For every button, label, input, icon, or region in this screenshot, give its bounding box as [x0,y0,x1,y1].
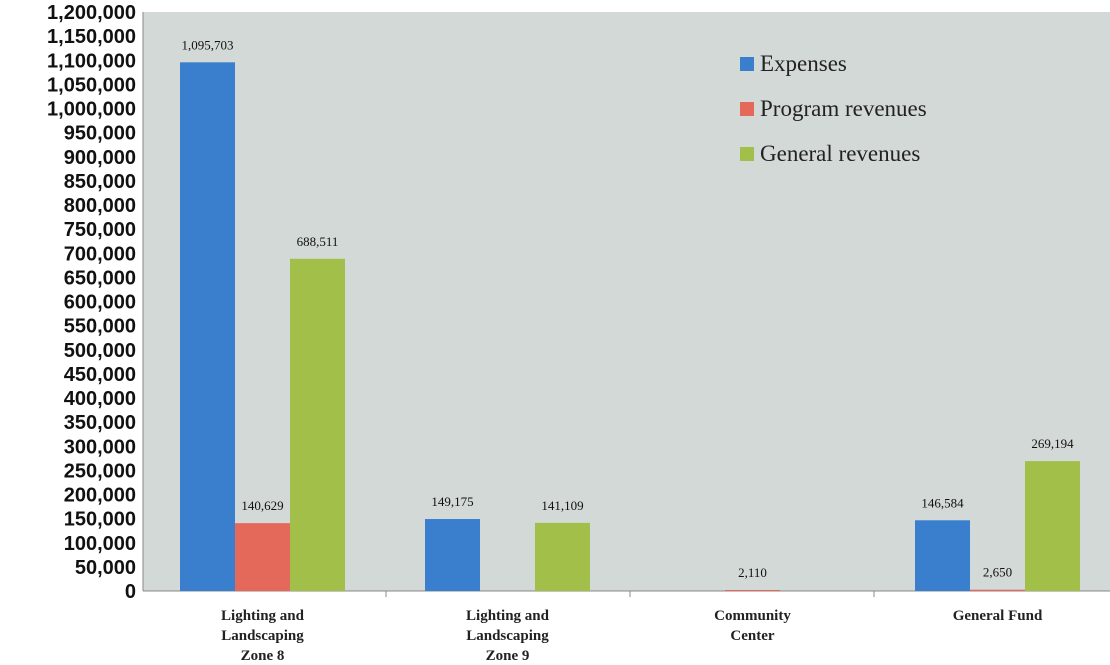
x-category-label: Community Center [714,608,791,644]
data-label: 688,511 [297,234,339,249]
y-tick-label: 400,000 [64,388,136,410]
bar-program-revenues [235,523,290,591]
data-label: 140,629 [241,498,283,513]
y-tick-label: 1,200,000 [47,2,136,24]
legend-label: General revenues [760,141,920,166]
y-tick-label: 0 [125,581,136,603]
x-category-label: General Fund [953,608,1043,624]
y-tick-label: 600,000 [64,292,136,314]
y-tick-label: 550,000 [64,316,136,338]
y-tick-label: 750,000 [64,219,136,241]
bar-expenses [915,520,970,591]
legend-swatch [740,57,754,71]
data-label: 269,194 [1031,436,1074,451]
y-tick-label: 850,000 [64,171,136,193]
bar-general-revenues [290,258,345,591]
y-tick-label: 1,050,000 [47,74,136,96]
y-tick-label: 450,000 [64,364,136,386]
x-category-label: Lighting and Landscaping Zone 8 [221,608,305,664]
y-tick-label: 1,150,000 [47,26,136,48]
plot-area [143,12,1110,591]
y-tick-label: 800,000 [64,195,136,217]
legend-swatch [740,147,754,161]
legend-label: Program revenues [760,96,927,121]
y-tick-label: 500,000 [64,340,136,362]
bar-expenses [180,62,235,591]
data-label: 146,584 [921,495,964,510]
y-tick-label: 100,000 [64,533,136,555]
y-tick-label: 350,000 [64,412,136,434]
bar-general-revenues [535,522,590,591]
y-tick-label: 200,000 [64,485,136,507]
legend-swatch [740,102,754,116]
y-tick-label: 300,000 [64,436,136,458]
data-label: 2,110 [738,565,767,580]
data-label: 149,175 [431,494,473,509]
bar-program-revenues [970,589,1025,591]
y-tick-label: 950,000 [64,123,136,145]
data-label: 2,650 [983,565,1012,580]
y-tick-label: 700,000 [64,243,136,265]
y-tick-label: 1,000,000 [47,99,136,121]
y-tick-label: 650,000 [64,267,136,289]
bar-program-revenues [725,589,780,591]
y-tick-label: 150,000 [64,509,136,531]
data-label: 141,109 [541,498,583,513]
y-tick-label: 250,000 [64,460,136,482]
y-tick-label: 1,100,000 [47,50,136,72]
x-category-label: Lighting and Landscaping Zone 9 [466,608,550,664]
y-tick-label: 50,000 [75,557,136,579]
bar-general-revenues [1025,461,1080,591]
data-label: 1,095,703 [182,37,234,52]
legend-label: Expenses [760,51,847,76]
y-tick-label: 900,000 [64,147,136,169]
bar-expenses [425,519,480,591]
